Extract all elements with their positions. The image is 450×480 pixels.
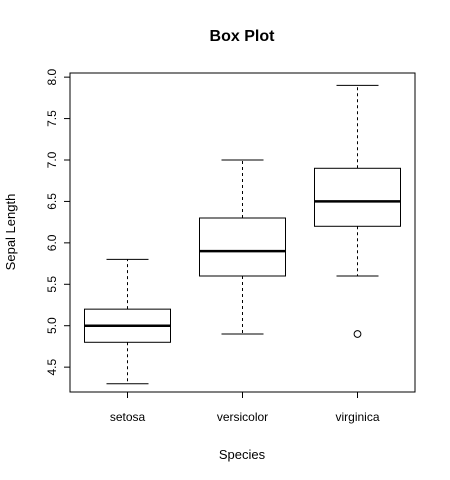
- x-tick-label: versicolor: [217, 410, 268, 424]
- y-tick-label: 5.5: [45, 276, 59, 293]
- y-tick-label: 7.0: [45, 151, 59, 168]
- box-iqr: [314, 167, 401, 227]
- outlier-point: [353, 330, 362, 338]
- y-axis-label: Sepal Length: [3, 194, 18, 271]
- y-tick-label: 6.5: [45, 193, 59, 210]
- box-group-virginica: [314, 84, 401, 338]
- y-tick-label: 7.5: [45, 110, 59, 127]
- y-tick-label: 5.0: [45, 317, 59, 334]
- y-axis: 4.5 5.0 5.5 6.0 6.5 7.0 7.5 8.0: [45, 68, 71, 375]
- box-group-versicolor: [199, 159, 286, 335]
- x-tick-label: setosa: [110, 410, 146, 424]
- x-tick-label: virginica: [335, 410, 379, 424]
- y-tick-label: 6.0: [45, 234, 59, 251]
- x-axis: setosa versicolor virginica: [110, 391, 380, 424]
- chart-title: Box Plot: [210, 28, 276, 45]
- boxes-layer: [84, 84, 401, 385]
- box-iqr: [199, 217, 286, 277]
- x-axis-label: Species: [219, 447, 266, 462]
- y-tick-label: 4.5: [45, 358, 59, 375]
- y-tick-label: 8.0: [45, 68, 59, 85]
- box-group-setosa: [84, 258, 171, 385]
